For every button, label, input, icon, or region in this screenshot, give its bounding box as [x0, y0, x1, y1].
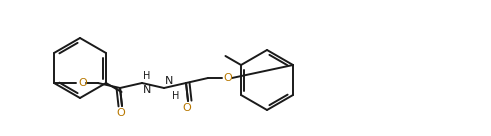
Text: O: O	[78, 78, 87, 88]
Text: O: O	[223, 73, 232, 83]
Text: N: N	[165, 76, 173, 86]
Text: H: H	[143, 71, 150, 81]
Text: O: O	[183, 103, 191, 113]
Text: N: N	[143, 85, 151, 95]
Text: H: H	[172, 91, 179, 101]
Text: O: O	[117, 108, 125, 118]
